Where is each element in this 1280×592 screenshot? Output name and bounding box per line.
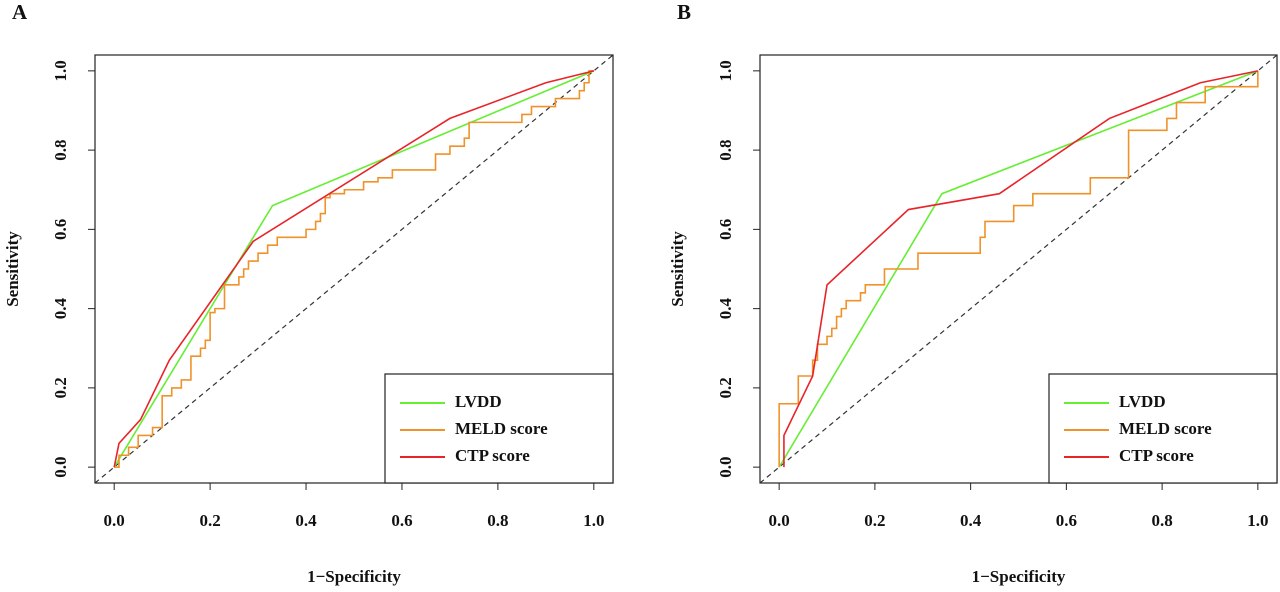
y-tick-label: 0.2 <box>51 377 70 398</box>
legend-label: LVDD <box>1119 392 1166 411</box>
roc-curve <box>778 70 1259 468</box>
x-tick-label: 1.0 <box>583 511 604 530</box>
y-tick-label: 0.2 <box>716 377 735 398</box>
y-axis-title: Sensitivity <box>3 231 22 307</box>
y-tick-label: 1.0 <box>51 60 70 81</box>
roc-curve <box>114 70 594 468</box>
y-tick-label: 0.6 <box>716 219 735 240</box>
y-tick-label: 1.0 <box>716 60 735 81</box>
x-tick-label: 0.4 <box>295 511 317 530</box>
legend-box <box>384 373 614 484</box>
panel-label: A <box>12 0 28 24</box>
legend-label: LVDD <box>455 392 502 411</box>
x-tick-label: 0.6 <box>1056 511 1077 530</box>
x-tick-label: 0.0 <box>769 511 790 530</box>
x-tick-label: 0.0 <box>104 511 125 530</box>
y-axis-title: Sensitivity <box>668 231 687 307</box>
x-tick-label: 1.0 <box>1247 511 1268 530</box>
y-tick-label: 0.0 <box>716 457 735 478</box>
legend-label: CTP score <box>1119 446 1194 465</box>
x-axis-title: 1−Specificity <box>972 567 1066 586</box>
roc-curve <box>113 70 595 468</box>
legend-label: MELD score <box>1119 419 1212 438</box>
y-tick-label: 0.4 <box>51 298 70 320</box>
y-tick-label: 0.8 <box>716 139 735 160</box>
legend-box <box>1048 373 1278 484</box>
x-tick-label: 0.4 <box>960 511 982 530</box>
panel-label: B <box>677 0 691 24</box>
reference-diagonal <box>94 54 614 484</box>
y-tick-label: 0.4 <box>716 298 735 320</box>
x-tick-label: 0.6 <box>391 511 412 530</box>
x-axis-title: 1−Specificity <box>307 567 401 586</box>
reference-diagonal <box>759 54 1278 484</box>
roc-curve <box>113 70 595 468</box>
y-tick-label: 0.0 <box>51 457 70 478</box>
y-tick-label: 0.8 <box>51 139 70 160</box>
x-tick-label: 0.8 <box>487 511 508 530</box>
legend-label: CTP score <box>455 446 530 465</box>
x-tick-label: 0.8 <box>1151 511 1172 530</box>
x-tick-label: 0.2 <box>864 511 885 530</box>
x-tick-label: 0.2 <box>199 511 220 530</box>
roc-curve <box>778 70 1259 468</box>
legend-label: MELD score <box>455 419 548 438</box>
roc-curve <box>783 70 1259 468</box>
y-tick-label: 0.6 <box>51 219 70 240</box>
